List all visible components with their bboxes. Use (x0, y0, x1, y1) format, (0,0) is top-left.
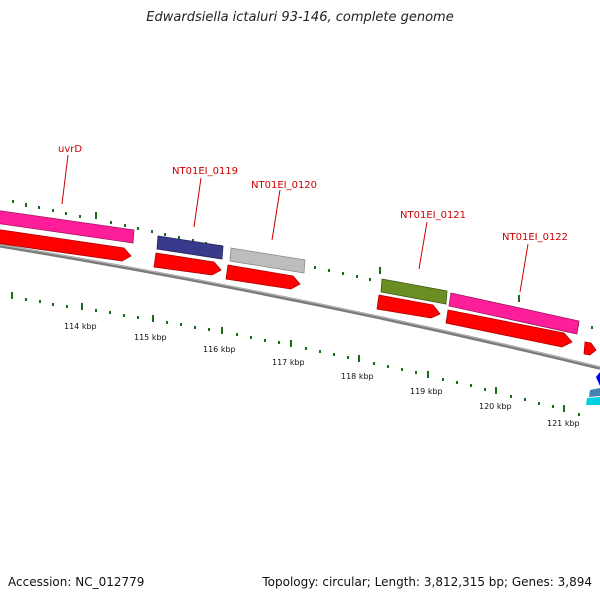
cds-arrow[interactable] (583, 341, 597, 356)
feature-nt0121-colored[interactable] (380, 278, 448, 305)
gene-label-leaders (61, 154, 529, 293)
cds-arrow[interactable] (0, 229, 132, 262)
feature-blue-arrow[interactable] (596, 372, 600, 386)
feature-nt0119-colored[interactable] (156, 235, 224, 260)
kbp-label: 117 kbp (272, 358, 305, 367)
gene-label-nt0119[interactable]: NT01EI_0119 (172, 166, 238, 177)
cds-forward-track (0, 229, 597, 356)
cds-arrow[interactable] (153, 252, 222, 276)
cds-arrow[interactable] (445, 309, 573, 348)
gene-label-nt0120[interactable]: NT01EI_0120 (251, 180, 317, 191)
feature-steel[interactable] (589, 388, 600, 397)
genome-backbone-highlight (0, 244, 600, 368)
kbp-label: 115 kbp (134, 333, 167, 342)
accession-text: Accession: NC_012779 (8, 575, 145, 589)
feature-edge-right (586, 372, 600, 405)
cds-arrow[interactable] (376, 294, 441, 319)
kbp-label: 120 kbp (479, 402, 512, 411)
feature-uvrD-colored[interactable] (0, 210, 135, 244)
kbp-label: 119 kbp (410, 387, 443, 396)
kbp-label: 114 kbp (64, 322, 97, 331)
feature-nt0120-colored[interactable] (229, 247, 306, 274)
kbp-label: 116 kbp (203, 345, 236, 354)
kbp-label: 121 kbp (547, 419, 580, 428)
gene-labels: uvrD NT01EI_0119 NT01EI_0120 NT01EI_0121… (58, 144, 568, 243)
gene-label-nt0121[interactable]: NT01EI_0121 (400, 210, 466, 221)
feature-track-upper (0, 210, 580, 335)
gene-label-nt0122[interactable]: NT01EI_0122 (502, 232, 568, 243)
genome-stats-text: Topology: circular; Length: 3,812,315 bp… (262, 575, 592, 589)
feature-nt0122-colored[interactable] (448, 292, 580, 335)
genome-title: Edwardsiella ictaluri 93-146, complete g… (146, 10, 454, 25)
gene-label-uvrD[interactable]: uvrD (58, 144, 82, 155)
cds-arrow[interactable] (225, 264, 301, 290)
inner-tick-ring (11, 292, 580, 416)
feature-cyan[interactable] (586, 397, 600, 405)
genome-backbone (0, 244, 600, 370)
kbp-labels: 114 kbp 115 kbp 116 kbp 117 kbp 118 kbp … (64, 322, 580, 428)
kbp-label: 118 kbp (341, 372, 374, 381)
